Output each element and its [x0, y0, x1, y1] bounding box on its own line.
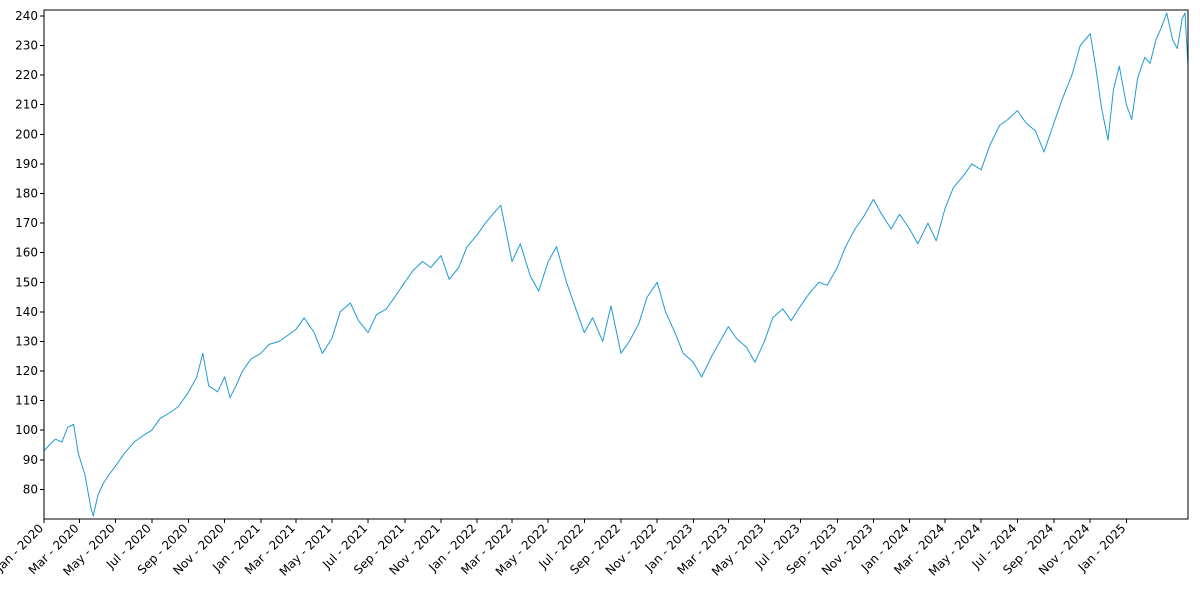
y-tick-label: 210	[15, 98, 38, 112]
y-axis: 80 90 100 110 120 130 140 150 160 170 180 190 200 210…	[15, 9, 44, 496]
plot-area	[44, 10, 1188, 519]
y-tick-label: 80	[23, 482, 38, 496]
y-tick-label: 240	[15, 9, 38, 23]
y-tick-label: 100	[15, 423, 38, 437]
y-tick-label: 160	[15, 246, 38, 260]
y-tick-label: 190	[15, 157, 38, 171]
plot-frame	[43, 9, 1189, 520]
y-tick-label: 200	[15, 127, 38, 141]
y-tick-label: 150	[15, 275, 38, 289]
y-tick-label: 110	[15, 394, 38, 408]
y-tick-label: 170	[15, 216, 38, 230]
y-tick-label: 90	[23, 453, 38, 467]
y-tick-label: 230	[15, 39, 38, 53]
series-layer	[43, 12, 1189, 517]
y-tick-label: 180	[15, 186, 38, 200]
series-line	[43, 12, 1189, 517]
y-tick-label: 130	[15, 334, 38, 348]
y-tick-label: 120	[15, 364, 38, 378]
y-tick-label: 140	[15, 305, 38, 319]
y-tick-label: 220	[15, 68, 38, 82]
